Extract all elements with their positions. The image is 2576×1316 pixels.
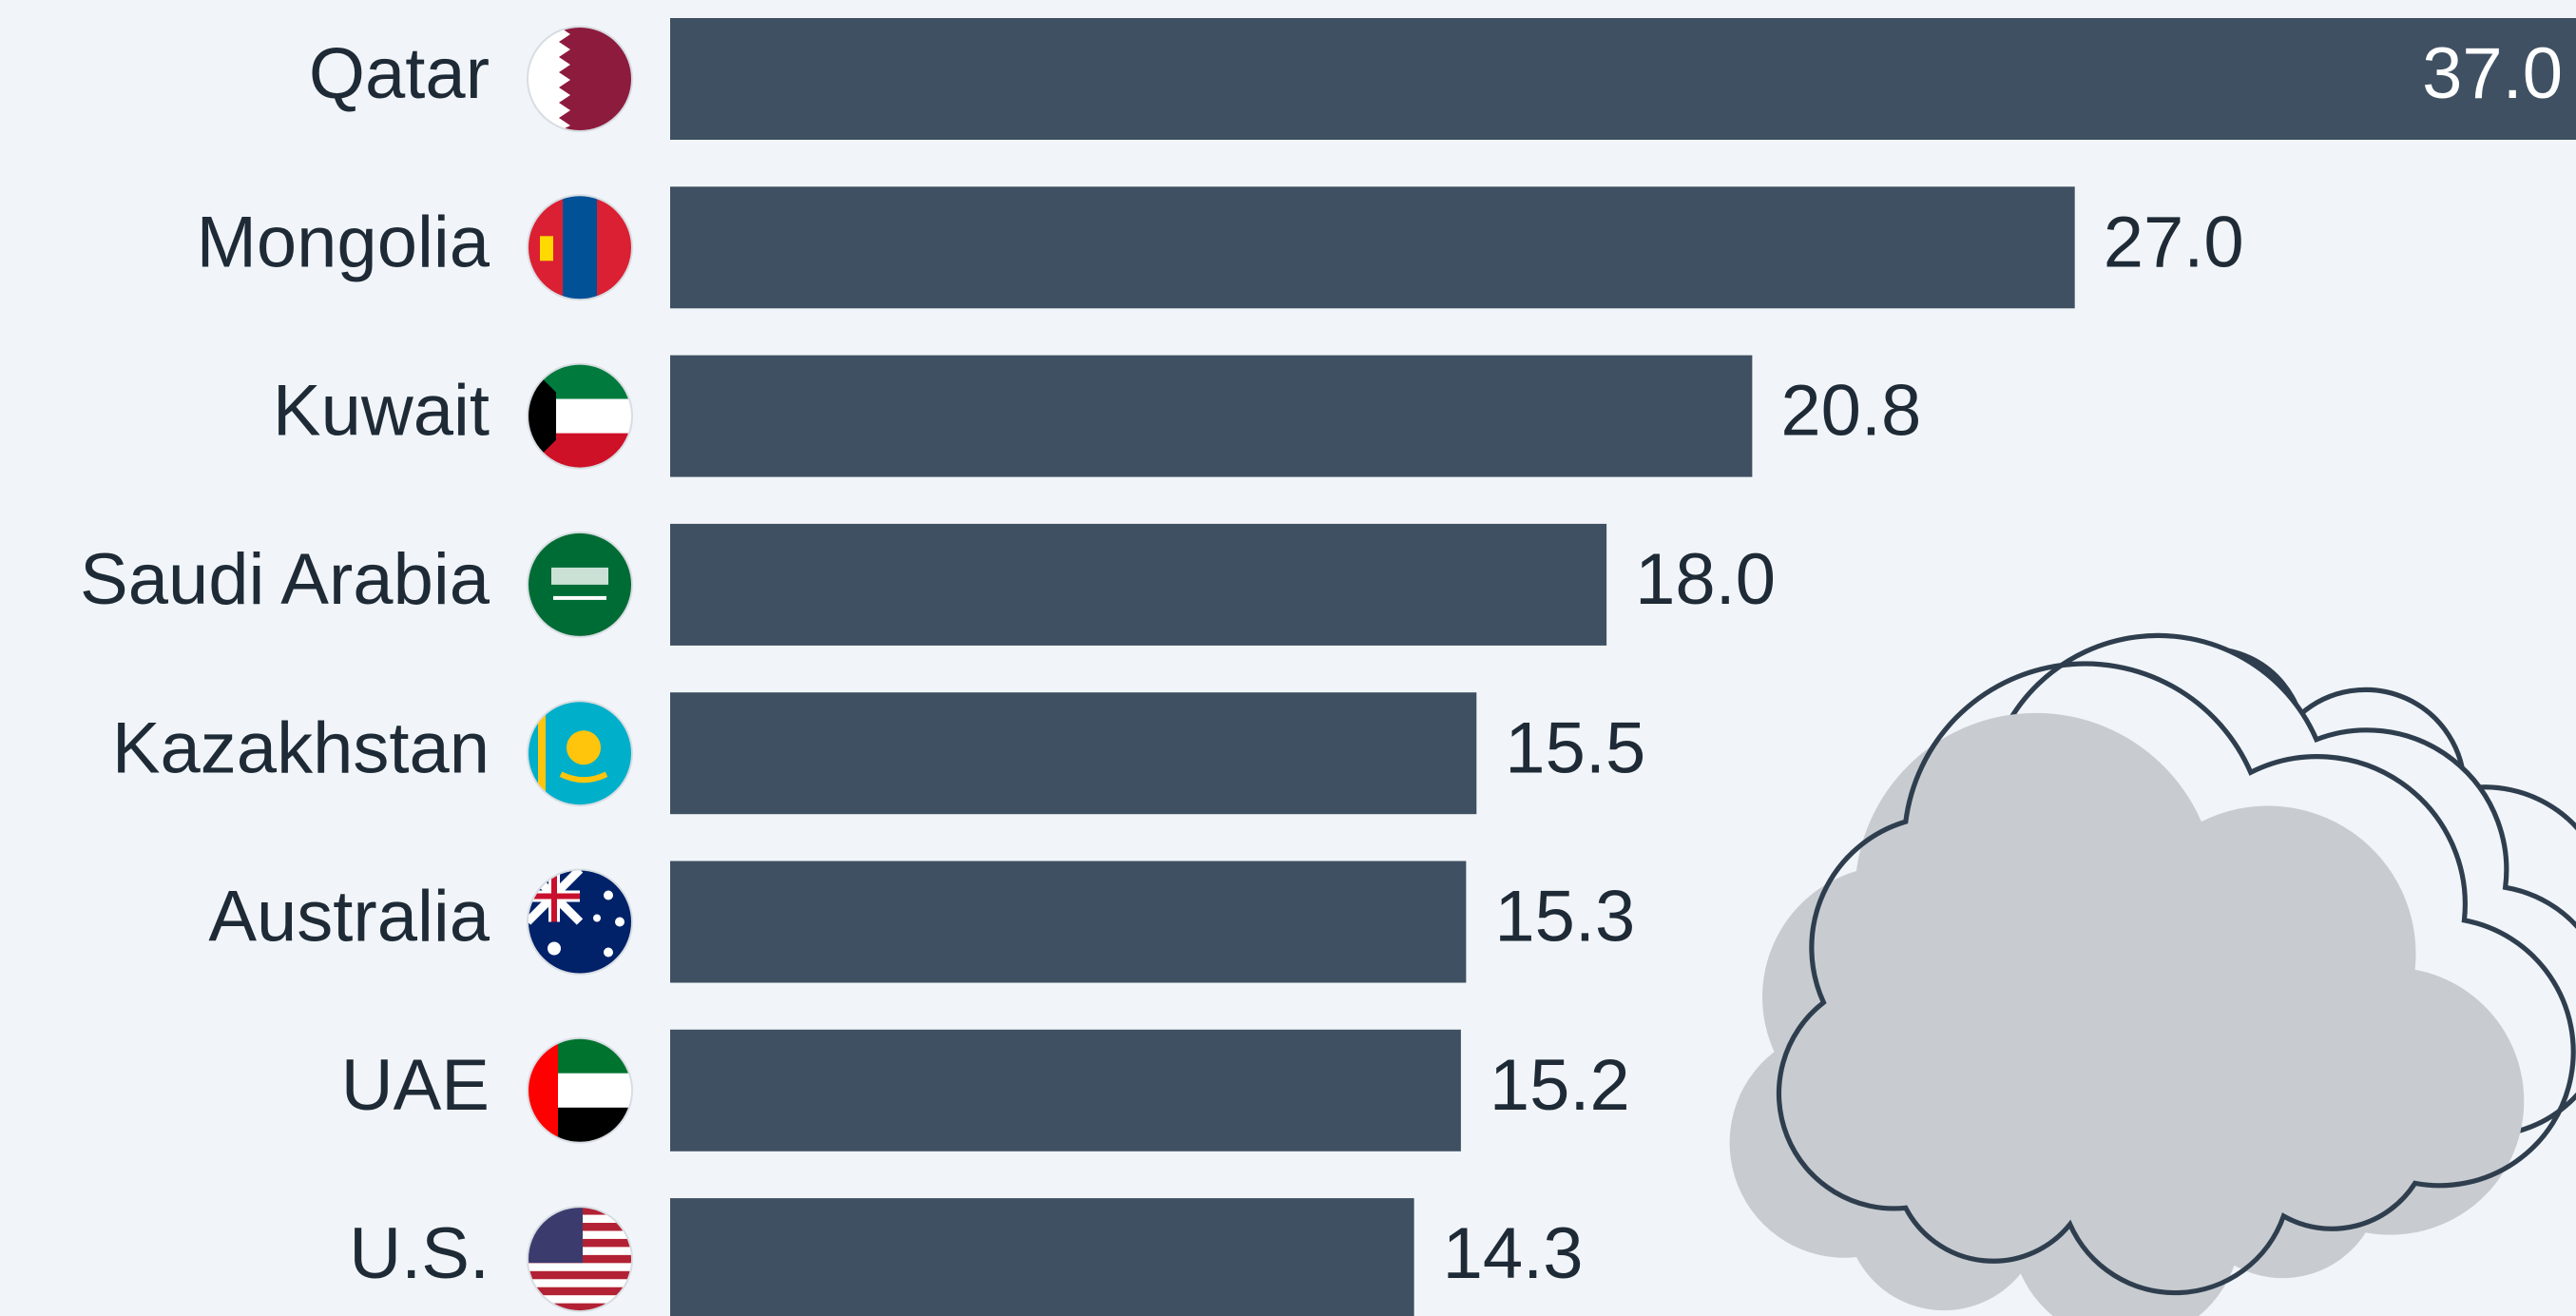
value-label: 15.2 xyxy=(1490,1045,1630,1126)
flag-part xyxy=(528,1263,632,1272)
category-label: Mongolia xyxy=(197,202,490,282)
flag-part xyxy=(604,947,613,958)
value-label: 15.5 xyxy=(1505,707,1645,788)
flag-part xyxy=(551,567,608,585)
flag xyxy=(528,1207,632,1312)
flag-part xyxy=(528,1279,632,1288)
flag xyxy=(528,195,632,300)
flag-part xyxy=(528,1287,632,1296)
cloud-shadow xyxy=(1729,712,2525,1316)
flag-ring xyxy=(527,26,633,132)
flag-ring xyxy=(527,1206,633,1313)
value-label: 37.0 xyxy=(2422,33,2563,114)
flag-part xyxy=(553,595,606,600)
flag xyxy=(528,701,632,806)
value-label: 20.8 xyxy=(1780,371,1921,452)
flag-part xyxy=(538,715,546,792)
flag-part xyxy=(593,914,601,922)
flag xyxy=(528,363,632,469)
flag xyxy=(528,532,632,637)
cloud-front xyxy=(1776,661,2576,1296)
value-label: 18.0 xyxy=(1635,539,1776,620)
cloud-illustration xyxy=(1729,632,2576,1316)
flag-part xyxy=(567,730,601,765)
value-label: 14.3 xyxy=(1443,1213,1584,1294)
flag-part xyxy=(528,1270,632,1280)
flag-part xyxy=(563,195,597,300)
bar xyxy=(670,1198,1414,1316)
flag xyxy=(528,27,632,131)
bar xyxy=(670,1029,1461,1152)
bar xyxy=(670,523,1607,646)
category-label: UAE xyxy=(341,1045,490,1126)
flag-ring xyxy=(527,1036,633,1144)
bar xyxy=(670,861,1467,983)
flag-ring xyxy=(527,700,633,807)
flag-part xyxy=(548,941,561,956)
flag-part xyxy=(528,1295,632,1305)
category-label: Qatar xyxy=(309,33,490,114)
value-label: 27.0 xyxy=(2104,202,2244,282)
flag-part xyxy=(559,771,608,784)
flag xyxy=(528,869,632,975)
flag-ring xyxy=(527,868,633,976)
flag-part xyxy=(540,236,553,261)
category-label: U.S. xyxy=(349,1213,490,1294)
bar xyxy=(670,18,2576,140)
flag-part xyxy=(528,27,570,131)
category-label: Kazakhstan xyxy=(112,707,490,788)
category-label: Australia xyxy=(208,877,490,958)
flag-ring xyxy=(527,194,633,301)
flag-ring xyxy=(527,362,633,470)
flag-part xyxy=(528,869,580,922)
bar xyxy=(670,692,1477,815)
bar xyxy=(670,355,1753,477)
flag-part xyxy=(528,1303,632,1312)
value-label: 15.3 xyxy=(1494,877,1635,958)
category-label: Saudi Arabia xyxy=(80,539,490,620)
category-label: Kuwait xyxy=(273,371,490,452)
bar xyxy=(670,186,2075,309)
flag-part xyxy=(615,917,625,927)
flag-ring xyxy=(527,531,633,638)
flag-part xyxy=(604,890,613,900)
